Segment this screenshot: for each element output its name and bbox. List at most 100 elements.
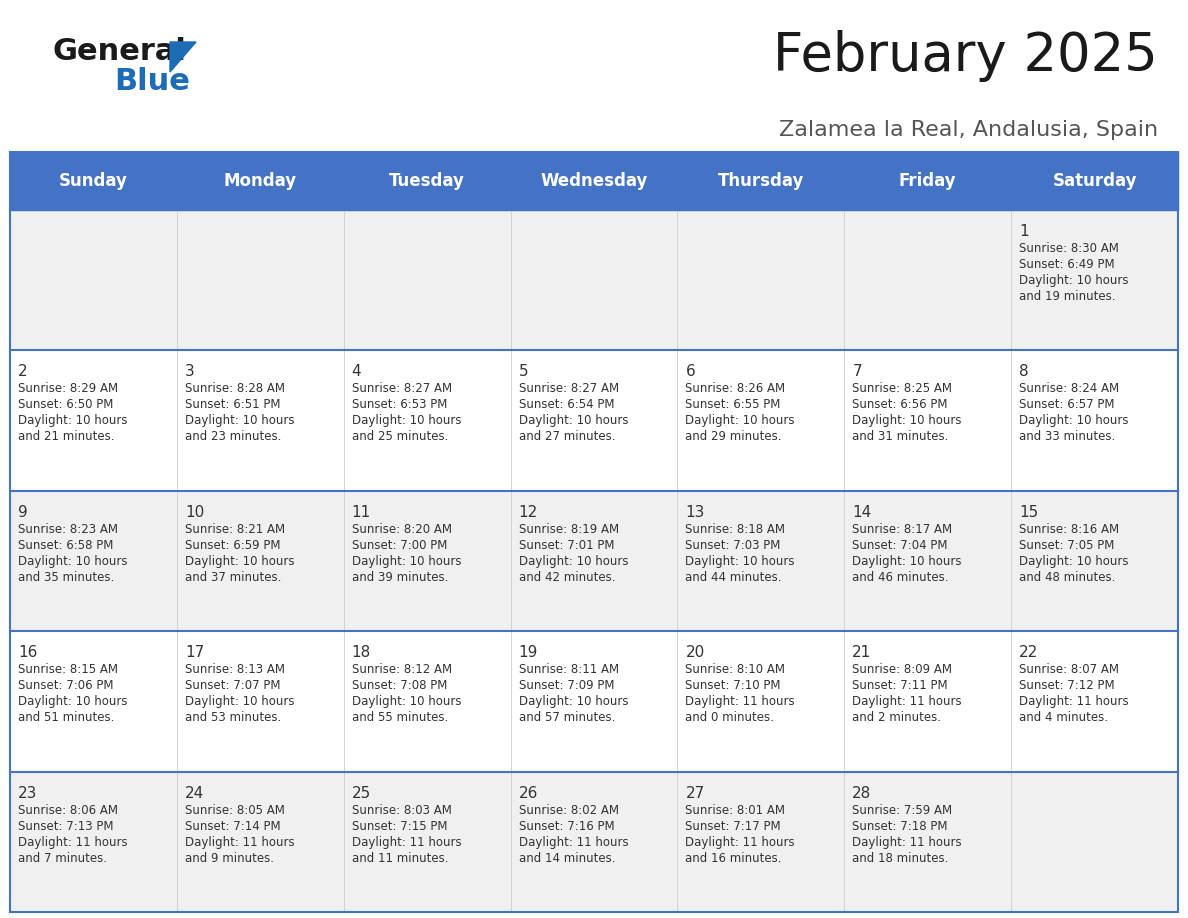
Text: Daylight: 11 hours: Daylight: 11 hours [685,835,795,848]
Text: Sunset: 7:06 PM: Sunset: 7:06 PM [18,679,114,692]
Text: and 55 minutes.: and 55 minutes. [352,711,448,724]
Text: and 27 minutes.: and 27 minutes. [519,431,615,443]
Text: Sunset: 6:59 PM: Sunset: 6:59 PM [185,539,280,552]
Text: Daylight: 10 hours: Daylight: 10 hours [352,695,461,708]
Text: Sunset: 7:11 PM: Sunset: 7:11 PM [852,679,948,692]
Text: Sunset: 7:10 PM: Sunset: 7:10 PM [685,679,781,692]
Text: 10: 10 [185,505,204,520]
Text: Monday: Monday [223,172,297,190]
Text: 3: 3 [185,364,195,379]
Text: and 7 minutes.: and 7 minutes. [18,852,107,865]
Text: 21: 21 [852,645,872,660]
Text: and 37 minutes.: and 37 minutes. [185,571,282,584]
Text: Wednesday: Wednesday [541,172,647,190]
Text: and 39 minutes.: and 39 minutes. [352,571,448,584]
Text: 14: 14 [852,505,872,520]
Text: Sunrise: 8:19 AM: Sunrise: 8:19 AM [519,522,619,536]
Text: Sunrise: 8:30 AM: Sunrise: 8:30 AM [1019,242,1119,255]
Text: and 19 minutes.: and 19 minutes. [1019,290,1116,303]
Text: 9: 9 [18,505,27,520]
Text: Daylight: 10 hours: Daylight: 10 hours [852,554,962,568]
Text: Sunrise: 8:15 AM: Sunrise: 8:15 AM [18,663,118,677]
Text: Sunrise: 8:25 AM: Sunrise: 8:25 AM [852,383,953,396]
Text: Daylight: 10 hours: Daylight: 10 hours [852,414,962,428]
Text: and 4 minutes.: and 4 minutes. [1019,711,1108,724]
Text: Sunrise: 8:29 AM: Sunrise: 8:29 AM [18,383,118,396]
Bar [10,772,1178,912]
Text: Daylight: 11 hours: Daylight: 11 hours [18,835,127,848]
Bar [10,632,1178,772]
Text: Sunrise: 8:09 AM: Sunrise: 8:09 AM [852,663,953,677]
Text: Zalamea la Real, Andalusia, Spain: Zalamea la Real, Andalusia, Spain [779,120,1158,140]
Text: and 0 minutes.: and 0 minutes. [685,711,775,724]
Text: Sunrise: 8:18 AM: Sunrise: 8:18 AM [685,522,785,536]
Text: 17: 17 [185,645,204,660]
Text: 6: 6 [685,364,695,379]
Text: Sunrise: 8:20 AM: Sunrise: 8:20 AM [352,522,451,536]
Text: 5: 5 [519,364,529,379]
Text: and 31 minutes.: and 31 minutes. [852,431,949,443]
Text: Sunset: 7:13 PM: Sunset: 7:13 PM [18,820,114,833]
Text: 20: 20 [685,645,704,660]
Text: Sunset: 6:51 PM: Sunset: 6:51 PM [185,398,280,411]
Text: Sunset: 6:58 PM: Sunset: 6:58 PM [18,539,113,552]
Text: Daylight: 10 hours: Daylight: 10 hours [519,414,628,428]
Bar [10,491,1178,632]
Text: Sunset: 7:14 PM: Sunset: 7:14 PM [185,820,280,833]
Text: Daylight: 10 hours: Daylight: 10 hours [18,554,127,568]
Text: Daylight: 11 hours: Daylight: 11 hours [852,695,962,708]
Text: Daylight: 10 hours: Daylight: 10 hours [18,695,127,708]
Text: and 25 minutes.: and 25 minutes. [352,431,448,443]
Text: and 48 minutes.: and 48 minutes. [1019,571,1116,584]
Text: and 42 minutes.: and 42 minutes. [519,571,615,584]
Text: Daylight: 11 hours: Daylight: 11 hours [1019,695,1129,708]
Text: Sunset: 7:12 PM: Sunset: 7:12 PM [1019,679,1114,692]
Text: Sunset: 6:57 PM: Sunset: 6:57 PM [1019,398,1114,411]
Text: 23: 23 [18,786,37,800]
Text: 24: 24 [185,786,204,800]
Text: 28: 28 [852,786,872,800]
Text: Sunrise: 8:23 AM: Sunrise: 8:23 AM [18,522,118,536]
Text: Daylight: 10 hours: Daylight: 10 hours [352,414,461,428]
Text: Sunset: 7:17 PM: Sunset: 7:17 PM [685,820,781,833]
Text: Sunrise: 8:11 AM: Sunrise: 8:11 AM [519,663,619,677]
Text: Sunset: 6:55 PM: Sunset: 6:55 PM [685,398,781,411]
Text: Daylight: 11 hours: Daylight: 11 hours [185,835,295,848]
Text: 7: 7 [852,364,862,379]
Text: General: General [52,37,185,66]
Text: and 23 minutes.: and 23 minutes. [185,431,282,443]
Text: Blue: Blue [114,67,190,96]
Text: and 35 minutes.: and 35 minutes. [18,571,114,584]
Text: 25: 25 [352,786,371,800]
Text: Friday: Friday [899,172,956,190]
Bar [10,210,1178,351]
Text: 26: 26 [519,786,538,800]
Text: 16: 16 [18,645,37,660]
Text: Sunset: 7:15 PM: Sunset: 7:15 PM [352,820,447,833]
Text: Thursday: Thursday [718,172,804,190]
Text: Daylight: 10 hours: Daylight: 10 hours [685,554,795,568]
Text: Tuesday: Tuesday [390,172,465,190]
Text: Sunset: 7:08 PM: Sunset: 7:08 PM [352,679,447,692]
Text: Sunday: Sunday [59,172,128,190]
Text: and 51 minutes.: and 51 minutes. [18,711,114,724]
Text: Sunrise: 8:27 AM: Sunrise: 8:27 AM [519,383,619,396]
Text: Sunset: 7:00 PM: Sunset: 7:00 PM [352,539,447,552]
Text: Sunrise: 8:16 AM: Sunrise: 8:16 AM [1019,522,1119,536]
Text: Sunrise: 7:59 AM: Sunrise: 7:59 AM [852,803,953,817]
Text: Daylight: 10 hours: Daylight: 10 hours [685,414,795,428]
Text: 12: 12 [519,505,538,520]
Text: Sunrise: 8:03 AM: Sunrise: 8:03 AM [352,803,451,817]
Text: 15: 15 [1019,505,1038,520]
Text: Daylight: 10 hours: Daylight: 10 hours [185,414,295,428]
Text: Sunrise: 8:26 AM: Sunrise: 8:26 AM [685,383,785,396]
Text: Sunset: 7:16 PM: Sunset: 7:16 PM [519,820,614,833]
Text: and 33 minutes.: and 33 minutes. [1019,431,1116,443]
Text: and 46 minutes.: and 46 minutes. [852,571,949,584]
Text: 8: 8 [1019,364,1029,379]
Text: and 9 minutes.: and 9 minutes. [185,852,274,865]
Bar [10,351,1178,491]
Text: 19: 19 [519,645,538,660]
Text: Daylight: 11 hours: Daylight: 11 hours [852,835,962,848]
Text: and 57 minutes.: and 57 minutes. [519,711,615,724]
